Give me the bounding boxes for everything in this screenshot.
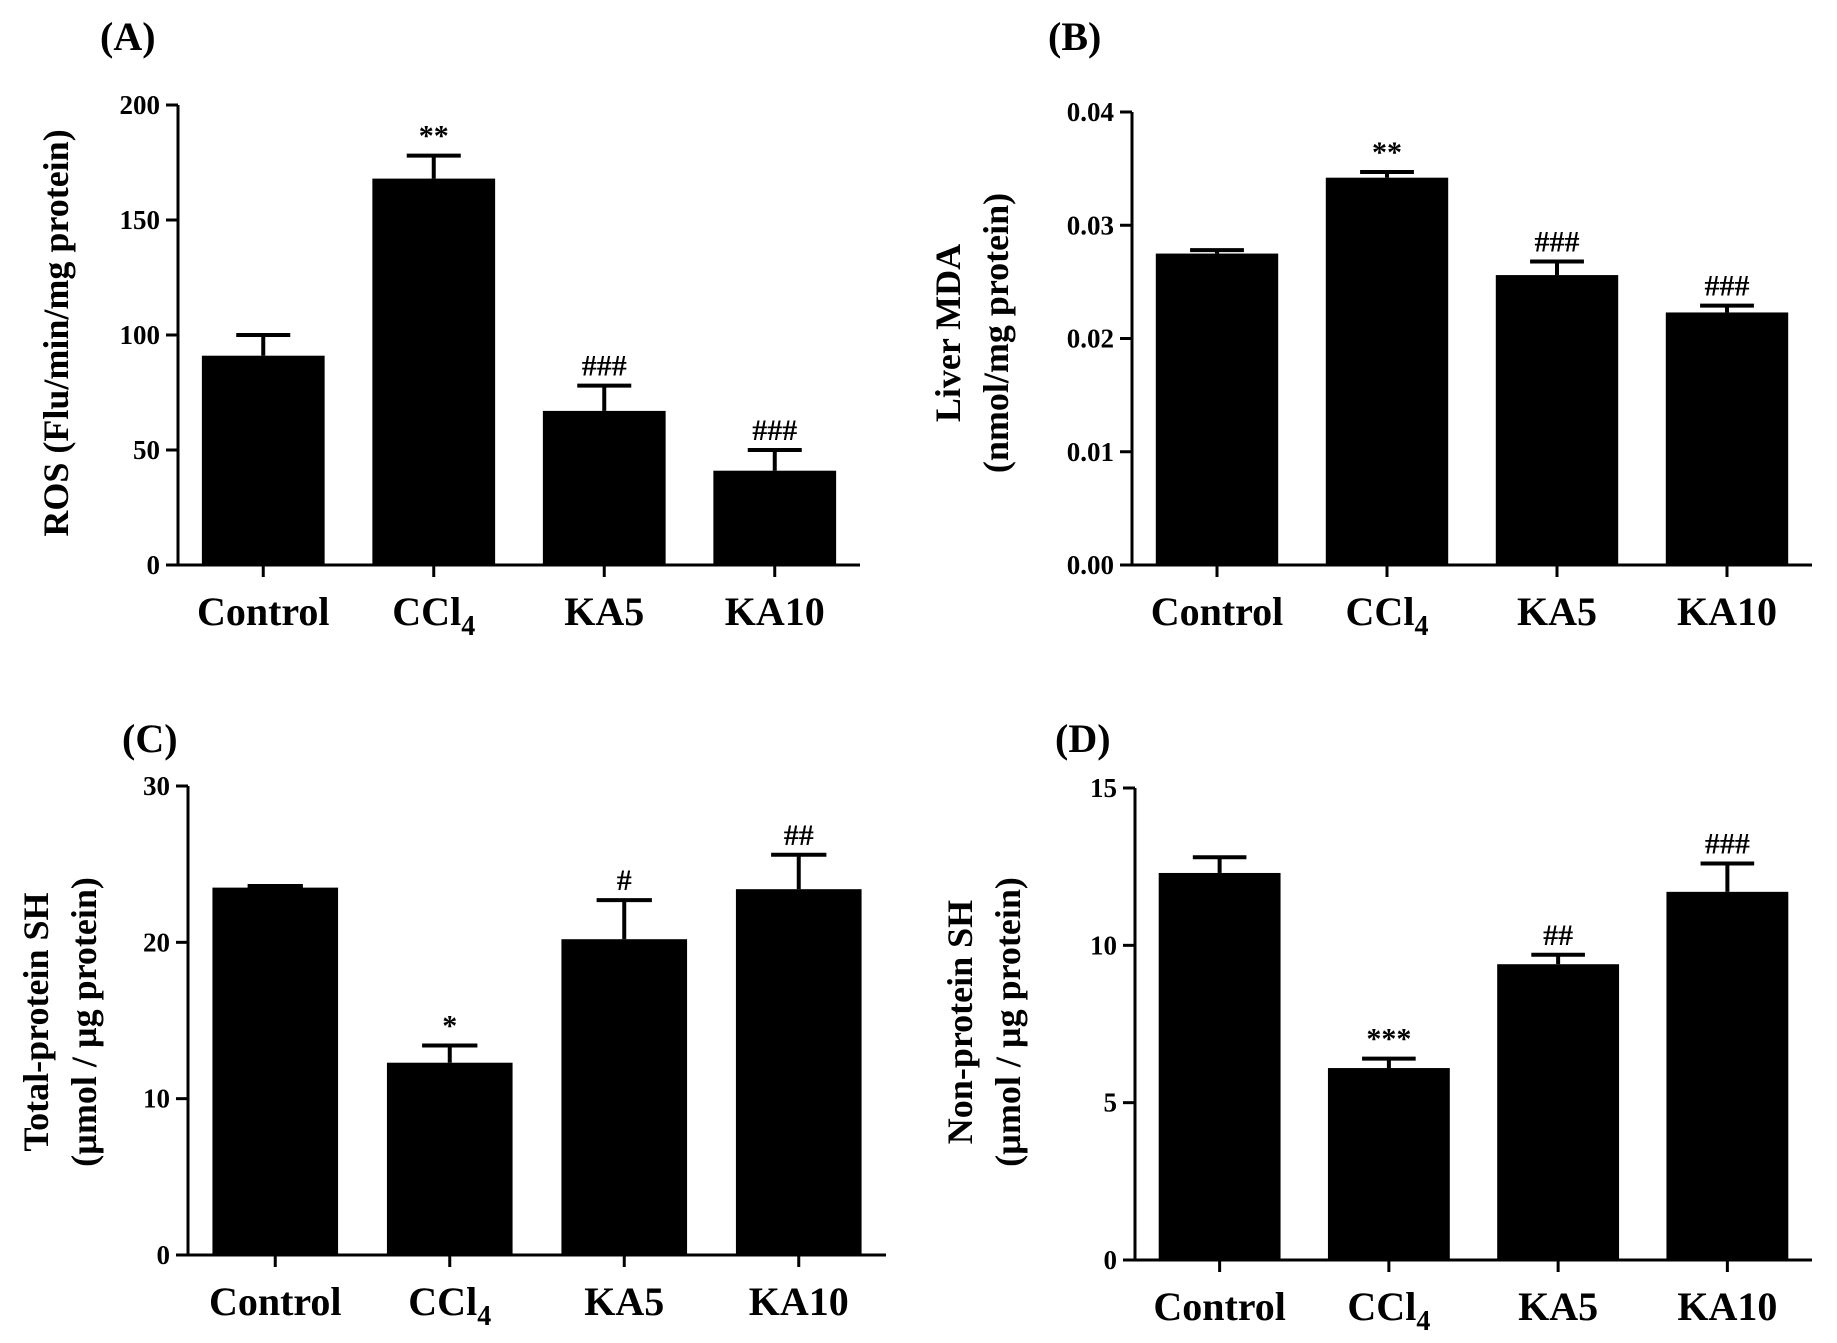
x-tick-label: KA5	[1517, 589, 1597, 634]
x-tick-label: KA5	[584, 1279, 664, 1324]
bar	[1327, 1068, 1450, 1260]
significance-label: ###	[1705, 270, 1750, 303]
y-tick-label: 100	[120, 320, 161, 350]
x-tick-label: Control	[1151, 589, 1284, 634]
panel-c-label: (C)	[122, 716, 178, 761]
bar	[1155, 253, 1279, 565]
x-tick-subscript: 4	[477, 1301, 491, 1332]
x-tick-label: CCl4	[1347, 1284, 1430, 1337]
significance-label: **	[1372, 136, 1402, 169]
bar	[1497, 964, 1620, 1260]
bar	[561, 939, 688, 1255]
significance-label: ###	[1535, 225, 1580, 258]
bar	[372, 178, 496, 565]
x-tick-label: KA10	[1677, 1284, 1777, 1329]
y-tick-label: 20	[143, 927, 170, 957]
panel-d-ylabel: Non-protein SH	[940, 900, 980, 1144]
panel-d-plot: 0 5 10 15 Control *** CCl4 ## KA5 ### KA10	[1090, 773, 1812, 1337]
panel-a-ylabel: ROS (Flu/min/mg protein)	[36, 129, 76, 536]
bar	[713, 470, 837, 565]
x-tick-label: KA5	[564, 589, 644, 634]
panel-c: (C) Total-protein SH (µmol / µg protein)…	[16, 716, 886, 1332]
y-tick-label: 15	[1090, 773, 1117, 803]
bar	[735, 889, 862, 1255]
x-tick-label: Control	[1153, 1284, 1286, 1329]
x-tick-subscript: 4	[1414, 611, 1428, 642]
x-tick-label: Control	[197, 589, 330, 634]
y-tick-label: 200	[120, 90, 161, 120]
y-tick-label: 0.04	[1067, 97, 1114, 127]
y-tick-label: 0.03	[1067, 210, 1114, 240]
significance-label: ###	[1705, 828, 1750, 861]
x-tick-label: CCl4	[1346, 589, 1429, 642]
panel-d: (D) Non-protein SH (µmol / µg protein) 0…	[940, 716, 1812, 1337]
panel-b-ylabel: Liver MDA	[928, 244, 968, 422]
significance-label: **	[419, 120, 449, 153]
x-tick-label: KA10	[749, 1279, 849, 1324]
x-tick-label: CCl4	[392, 589, 475, 642]
y-tick-label: 0.02	[1067, 324, 1114, 354]
x-tick-label: KA5	[1518, 1284, 1598, 1329]
bar	[386, 1062, 513, 1255]
y-tick-label: 30	[143, 771, 170, 801]
bar	[1158, 872, 1281, 1260]
panel-b-label: (B)	[1048, 14, 1101, 59]
y-tick-label: 0.00	[1067, 550, 1114, 580]
bar	[212, 887, 339, 1255]
panel-c-plot: 0 10 20 30 Control * CCl4 # KA5 ## KA10	[143, 771, 886, 1332]
bar	[542, 410, 666, 565]
x-tick-subscript: 4	[1416, 1306, 1430, 1337]
significance-label: ##	[784, 819, 814, 852]
y-tick-label: 10	[143, 1084, 170, 1114]
panel-c-ylabel: Total-protein SH	[16, 892, 56, 1151]
significance-label: *	[442, 1010, 457, 1043]
significance-label: #	[617, 864, 632, 897]
bar	[1325, 177, 1449, 565]
panel-d-ylabel-units: (µmol / µg protein)	[988, 877, 1028, 1167]
panel-b-plot: 0.00 0.01 0.02 0.03 0.04 Control ** CCl4 ### KA5 #…	[1067, 97, 1812, 642]
significance-label: ###	[752, 414, 797, 447]
y-tick-label: 0	[157, 1240, 171, 1270]
panel-b: (B) Liver MDA (nmol/mg protein) 0.00 0.01…	[928, 14, 1812, 642]
panel-d-label: (D)	[1055, 716, 1111, 761]
y-tick-label: 0	[147, 550, 161, 580]
y-tick-label: 5	[1104, 1088, 1118, 1118]
panel-c-ylabel-units: (µmol / µg protein)	[64, 877, 104, 1167]
bar	[1665, 312, 1789, 565]
significance-label: ##	[1543, 919, 1573, 952]
panel-a: (A) ROS (Flu/min/mg protein) 0 50 100 150 20…	[36, 14, 860, 642]
bar	[1666, 891, 1789, 1260]
x-tick-subscript: 4	[461, 611, 475, 642]
panel-a-plot: 0 50 100 150 200 Control ** CCl4 ### KA5 ### KA10	[120, 90, 860, 642]
y-tick-label: 50	[133, 435, 160, 465]
x-tick-label: KA10	[1677, 589, 1777, 634]
y-tick-label: 0.01	[1067, 437, 1114, 467]
panel-b-ylabel-units: (nmol/mg protein)	[976, 193, 1016, 473]
significance-label: ###	[582, 350, 627, 383]
y-tick-label: 0	[1104, 1245, 1118, 1275]
panel-a-label: (A)	[100, 14, 156, 59]
x-tick-label: Control	[209, 1279, 342, 1324]
x-tick-label: CCl4	[408, 1279, 491, 1332]
y-tick-label: 10	[1090, 930, 1117, 960]
x-tick-label: KA10	[725, 589, 825, 634]
significance-label: ***	[1366, 1023, 1411, 1056]
bar	[201, 355, 325, 565]
bar	[1495, 275, 1619, 565]
y-tick-label: 150	[120, 205, 161, 235]
